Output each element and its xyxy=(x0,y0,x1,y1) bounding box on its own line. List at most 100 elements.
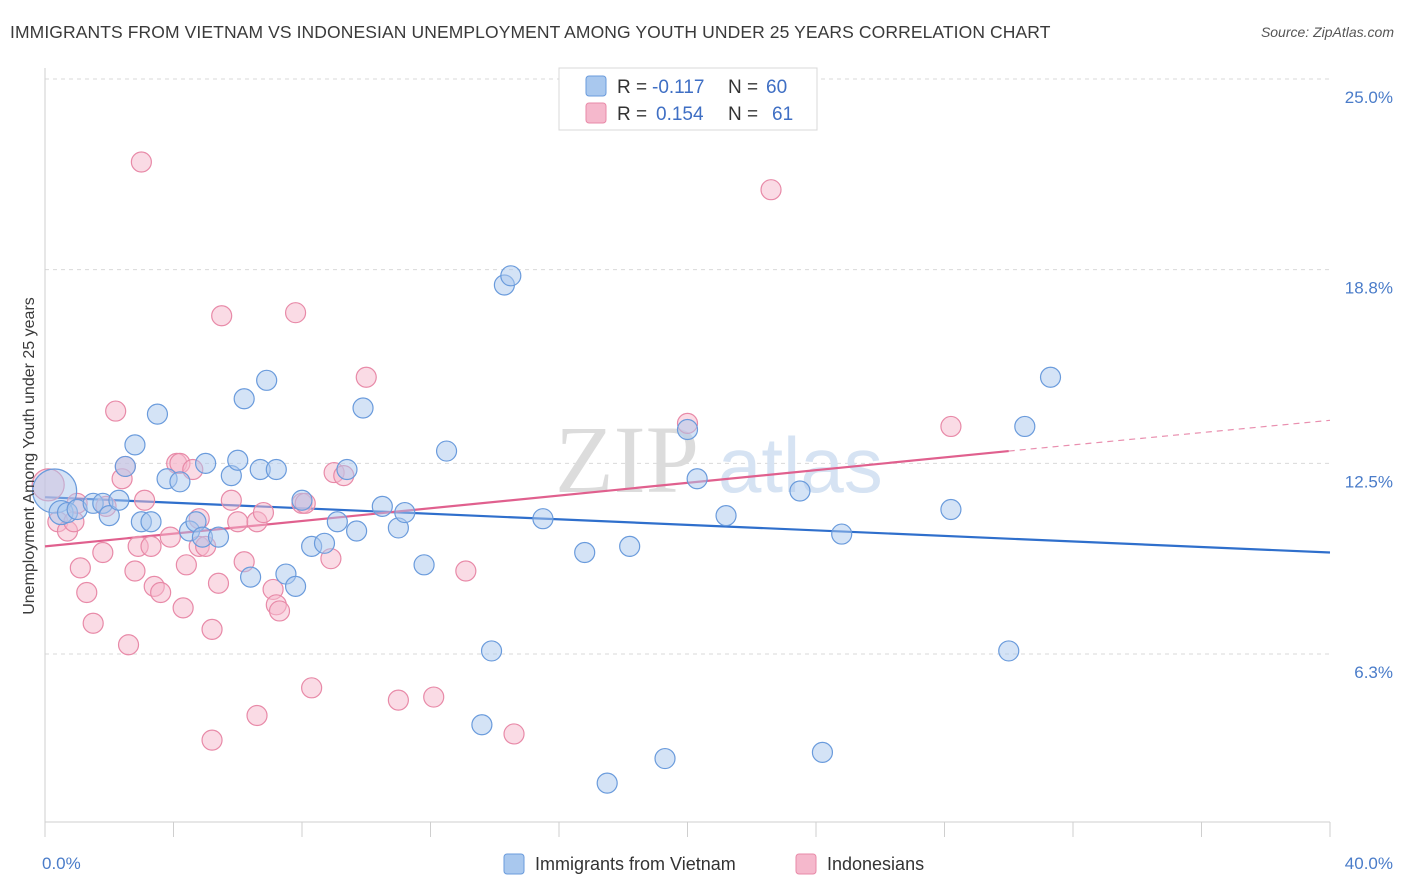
point-blue-54 xyxy=(811,741,834,763)
source-label: Source: ZipAtlas.com xyxy=(1260,24,1394,40)
y-tick-label-1: 18.8% xyxy=(1345,279,1393,298)
point-blue-50 xyxy=(676,418,699,441)
point-blue-39 xyxy=(413,554,435,576)
axes: 25.0% 18.8% 12.5% 6.3% 0.0% 40.0% xyxy=(42,68,1393,873)
point-pink-16 xyxy=(130,151,152,173)
point-blue-32 xyxy=(326,511,348,533)
point-blue-53 xyxy=(789,480,811,502)
point-blue-42 xyxy=(480,640,503,662)
point-pink-43 xyxy=(284,302,307,324)
point-pink-25 xyxy=(175,554,197,576)
point-pink-51 xyxy=(387,689,409,711)
point-pink-30 xyxy=(201,618,223,641)
point-pink-34 xyxy=(220,489,242,511)
point-blue-58 xyxy=(1014,415,1036,438)
point-blue-59 xyxy=(1039,366,1062,388)
point-pink-21 xyxy=(159,526,181,548)
x-tick-label-0: 0.0% xyxy=(42,854,81,873)
point-blue-56 xyxy=(940,498,962,521)
point-blue-19 xyxy=(207,526,230,548)
legend-r-label-2: R = xyxy=(617,104,647,125)
series-legend-label-pink: Indonesians xyxy=(827,854,924,874)
series-legend-swatch-pink xyxy=(795,853,817,875)
point-blue-46 xyxy=(574,541,596,564)
point-blue-29 xyxy=(291,489,313,511)
stats-legend: R = -0.117 N = 60 R = 0.154 N = 61 xyxy=(558,67,818,131)
point-blue-35 xyxy=(352,397,374,419)
point-blue-34 xyxy=(346,520,368,542)
point-pink-14 xyxy=(124,560,146,582)
point-pink-17 xyxy=(133,489,156,511)
point-blue-55 xyxy=(831,523,853,545)
point-pink-50 xyxy=(355,366,377,388)
point-blue-6 xyxy=(98,505,120,527)
point-blue-21 xyxy=(227,449,249,471)
point-pink-57 xyxy=(940,415,962,438)
point-blue-12 xyxy=(146,403,169,425)
point-blue-48 xyxy=(619,535,641,557)
point-blue-18 xyxy=(195,452,217,474)
series-legend-swatch-blue xyxy=(503,853,525,875)
point-blue-31 xyxy=(313,532,336,554)
watermark-zip: ZIP xyxy=(555,406,699,513)
point-pink-53 xyxy=(455,560,477,582)
point-blue-44 xyxy=(500,265,522,287)
point-pink-10 xyxy=(105,400,127,422)
point-blue-26 xyxy=(265,458,287,481)
point-pink-42 xyxy=(268,600,291,622)
point-blue-28 xyxy=(284,575,307,597)
legend-swatch-pink xyxy=(585,102,607,124)
trend-line-extension-pink xyxy=(1008,419,1331,452)
point-blue-9 xyxy=(124,434,146,456)
legend-n-label-2: N = xyxy=(728,104,758,125)
point-blue-45 xyxy=(532,508,554,530)
point-blue-7 xyxy=(108,489,130,511)
point-blue-38 xyxy=(394,501,416,524)
chart-title: IMMIGRANTS FROM VIETNAM VS INDONESIAN UN… xyxy=(10,22,1051,42)
point-pink-24 xyxy=(172,597,194,619)
point-blue-36 xyxy=(371,495,393,518)
point-pink-39 xyxy=(252,501,275,524)
legend-r-label-1: R = xyxy=(617,77,647,98)
point-pink-46 xyxy=(301,677,323,699)
point-pink-37 xyxy=(246,704,268,727)
y-tick-label-3: 6.3% xyxy=(1354,663,1393,682)
point-blue-47 xyxy=(596,772,618,794)
y-tick-label-0: 25.0% xyxy=(1345,88,1393,107)
point-pink-7 xyxy=(82,612,104,634)
point-pink-6 xyxy=(76,581,98,604)
point-blue-49 xyxy=(654,747,676,770)
point-pink-8 xyxy=(92,541,114,564)
point-blue-57 xyxy=(998,640,1020,662)
y-axis-label: Unemployment Among Youth under 25 years xyxy=(21,297,38,615)
legend-n-value-1: 60 xyxy=(766,77,787,98)
point-pink-56 xyxy=(760,179,782,201)
data-points xyxy=(31,151,1062,794)
point-blue-25 xyxy=(256,369,278,391)
point-pink-5 xyxy=(69,557,91,579)
legend-r-value-2: 0.154 xyxy=(656,104,704,125)
point-pink-13 xyxy=(117,634,140,656)
point-blue-11 xyxy=(140,511,162,533)
point-pink-35 xyxy=(227,511,249,533)
point-blue-14 xyxy=(169,471,191,493)
point-blue-22 xyxy=(233,388,255,410)
y-tick-label-2: 12.5% xyxy=(1345,472,1393,491)
series-legend: Immigrants from Vietnam Indonesians xyxy=(503,853,924,875)
legend-swatch-blue xyxy=(585,75,607,97)
point-blue-51 xyxy=(686,468,708,490)
point-blue-23 xyxy=(240,566,262,588)
x-tick-label-1: 40.0% xyxy=(1345,854,1393,873)
point-pink-31 xyxy=(201,729,223,751)
legend-r-value-1: -0.117 xyxy=(652,77,704,98)
point-pink-32 xyxy=(207,572,230,594)
point-pink-33 xyxy=(211,305,233,327)
point-pink-52 xyxy=(423,686,445,708)
point-blue-52 xyxy=(715,505,737,527)
point-blue-40 xyxy=(435,440,458,462)
point-blue-8 xyxy=(114,455,136,478)
point-pink-54 xyxy=(503,723,525,745)
point-blue-33 xyxy=(336,458,358,481)
point-pink-18 xyxy=(140,535,162,557)
